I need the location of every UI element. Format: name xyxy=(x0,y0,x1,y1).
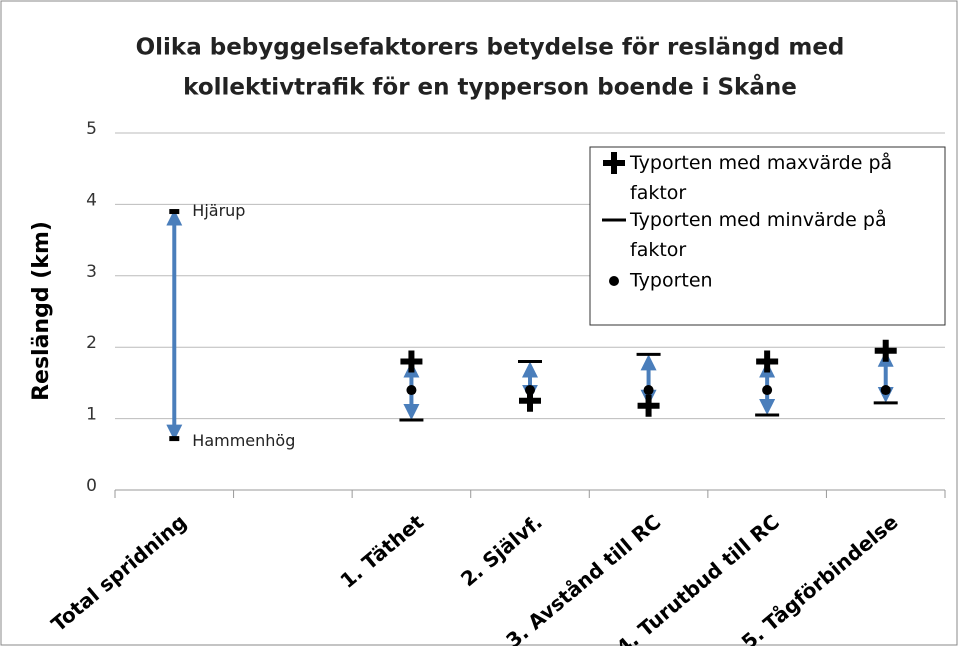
dot-marker xyxy=(762,385,773,396)
legend-box xyxy=(589,146,946,326)
dot-marker xyxy=(525,385,535,396)
y-tick-label: 1 xyxy=(86,405,97,425)
legend-label-line: faktor xyxy=(630,182,686,204)
legend-label: Typorten med minvärde på faktor xyxy=(629,208,887,261)
legend-label: Typorten xyxy=(629,270,713,292)
dot-marker xyxy=(609,276,619,286)
legend-label-line: Typorten med maxvärde på xyxy=(629,151,892,174)
annotation-label: Hjärup xyxy=(192,201,245,220)
plus-marker xyxy=(637,394,660,417)
y-tick-label: 2 xyxy=(86,333,97,353)
dot-marker xyxy=(880,385,891,396)
dot-marker xyxy=(643,385,654,396)
y-tick-label: 5 xyxy=(86,119,97,139)
plus-marker xyxy=(603,152,625,174)
plus-marker xyxy=(874,339,897,362)
legend-label: Typorten med maxvärde på faktor xyxy=(629,151,892,204)
plus-marker xyxy=(400,350,423,373)
y-axis-label: Reslängd (km) xyxy=(29,221,54,401)
y-tick-label: 3 xyxy=(86,262,97,282)
legend-label-line: Typorten med minvärde på xyxy=(629,208,887,231)
y-tick-label: 0 xyxy=(86,476,97,496)
annotation-label: Hammenhög xyxy=(192,431,295,450)
chart-title: Olika bebyggelsefaktorers betydelse för … xyxy=(136,35,845,61)
chart-title: kollektivtrafik för en typperson boende … xyxy=(183,74,797,101)
plus-marker xyxy=(756,350,779,373)
y-tick-label: 4 xyxy=(86,190,97,210)
legend-label-line: faktor xyxy=(630,239,686,261)
dot-marker xyxy=(406,385,417,396)
